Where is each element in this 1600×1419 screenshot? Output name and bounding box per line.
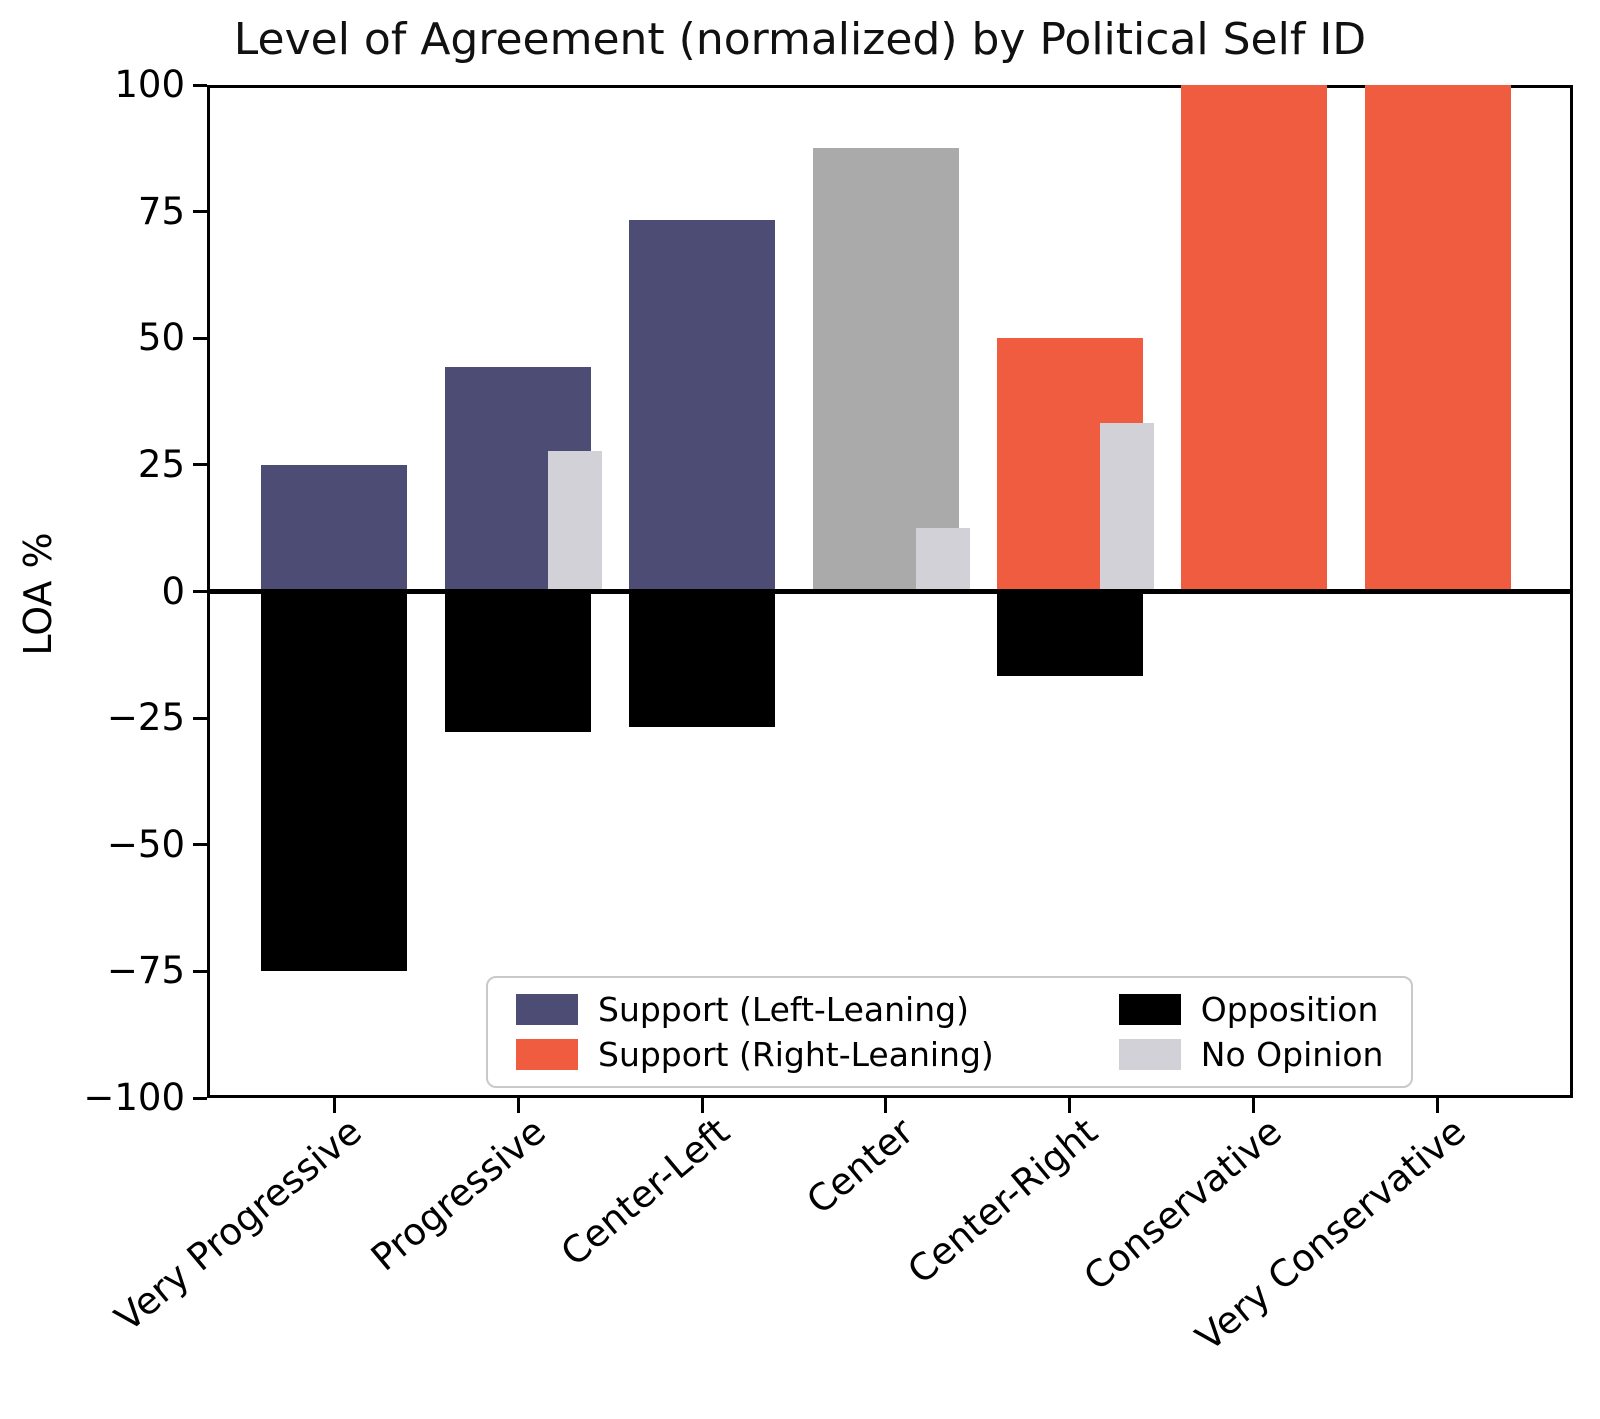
legend-label: Support (Left-Leaning) xyxy=(598,990,969,1029)
bar-opposition xyxy=(629,591,776,727)
figure: Level of Agreement (normalized) by Polit… xyxy=(16,14,1573,1359)
y-tick-mark xyxy=(193,336,207,340)
legend-swatch-opposition xyxy=(1118,994,1181,1025)
bar-support xyxy=(261,464,408,592)
x-tick-label: Center xyxy=(798,1109,922,1223)
x-tick-mark xyxy=(1252,1098,1256,1113)
y-tick-mark xyxy=(193,716,207,720)
bar-opposition xyxy=(996,591,1143,677)
bar-support xyxy=(629,220,776,592)
x-tick-mark xyxy=(700,1098,704,1113)
legend-label: Support (Right-Leaning) xyxy=(598,1035,994,1074)
y-tick-label: −75 xyxy=(106,949,185,993)
x-tick-label: Center-Left xyxy=(553,1109,738,1275)
y-tick-label: −25 xyxy=(106,696,185,740)
x-tick-mark xyxy=(1436,1098,1439,1113)
y-tick-mark xyxy=(193,1096,207,1100)
y-tick-mark xyxy=(193,210,207,214)
x-tick-label: Progressive xyxy=(363,1109,554,1280)
y-tick-label: 50 xyxy=(137,316,185,360)
x-tick-label: Very Progressive xyxy=(107,1109,371,1340)
bar-support xyxy=(812,148,959,592)
x-tick-mark xyxy=(332,1098,336,1113)
x-tick-label: Very Conservative xyxy=(1187,1109,1474,1360)
y-tick-label: −100 xyxy=(83,1076,185,1119)
y-axis-label: LOA % xyxy=(16,532,60,656)
bar-opposition xyxy=(261,591,408,972)
y-tick-mark xyxy=(193,83,207,87)
y-tick-mark xyxy=(193,843,207,847)
legend-swatch-no-opinion xyxy=(1118,1039,1181,1070)
bar-support xyxy=(1364,85,1511,592)
x-tick-label: Center-Right xyxy=(899,1109,1106,1293)
legend-label: Opposition xyxy=(1200,990,1379,1029)
x-tick-mark xyxy=(1068,1098,1072,1113)
plot-area xyxy=(207,85,1573,1098)
y-tick-label: 0 xyxy=(161,569,185,613)
zero-line xyxy=(207,589,1573,594)
legend-item: No Opinion xyxy=(1118,1035,1384,1074)
y-tick-label: 100 xyxy=(114,63,185,106)
x-tick-label: Conservative xyxy=(1075,1109,1290,1299)
bar-no-opinion xyxy=(548,450,603,592)
bar-no-opinion xyxy=(915,528,970,592)
y-tick-mark xyxy=(193,463,207,467)
y-tick-label: 25 xyxy=(137,442,185,486)
legend-swatch-support-right xyxy=(516,1039,578,1070)
y-tick-label: −50 xyxy=(106,822,185,866)
x-tick-mark xyxy=(884,1098,888,1113)
y-tick-mark xyxy=(193,590,207,593)
legend: Support (Left-Leaning) Opposition Support … xyxy=(486,976,1414,1088)
legend-item: Opposition xyxy=(1118,990,1384,1029)
y-tick-mark xyxy=(193,969,207,973)
legend-item: Support (Left-Leaning) xyxy=(516,993,994,1026)
legend-item: Support (Right-Leaning) xyxy=(516,1038,994,1071)
bar-support xyxy=(1180,85,1327,592)
x-tick-mark xyxy=(516,1098,520,1113)
chart-title: Level of Agreement (normalized) by Polit… xyxy=(233,14,1367,65)
legend-swatch-support-left xyxy=(516,994,578,1025)
bar-opposition xyxy=(445,591,592,733)
bar-no-opinion xyxy=(1099,422,1154,592)
legend-label: No Opinion xyxy=(1200,1035,1384,1074)
y-tick-label: 75 xyxy=(137,189,185,233)
